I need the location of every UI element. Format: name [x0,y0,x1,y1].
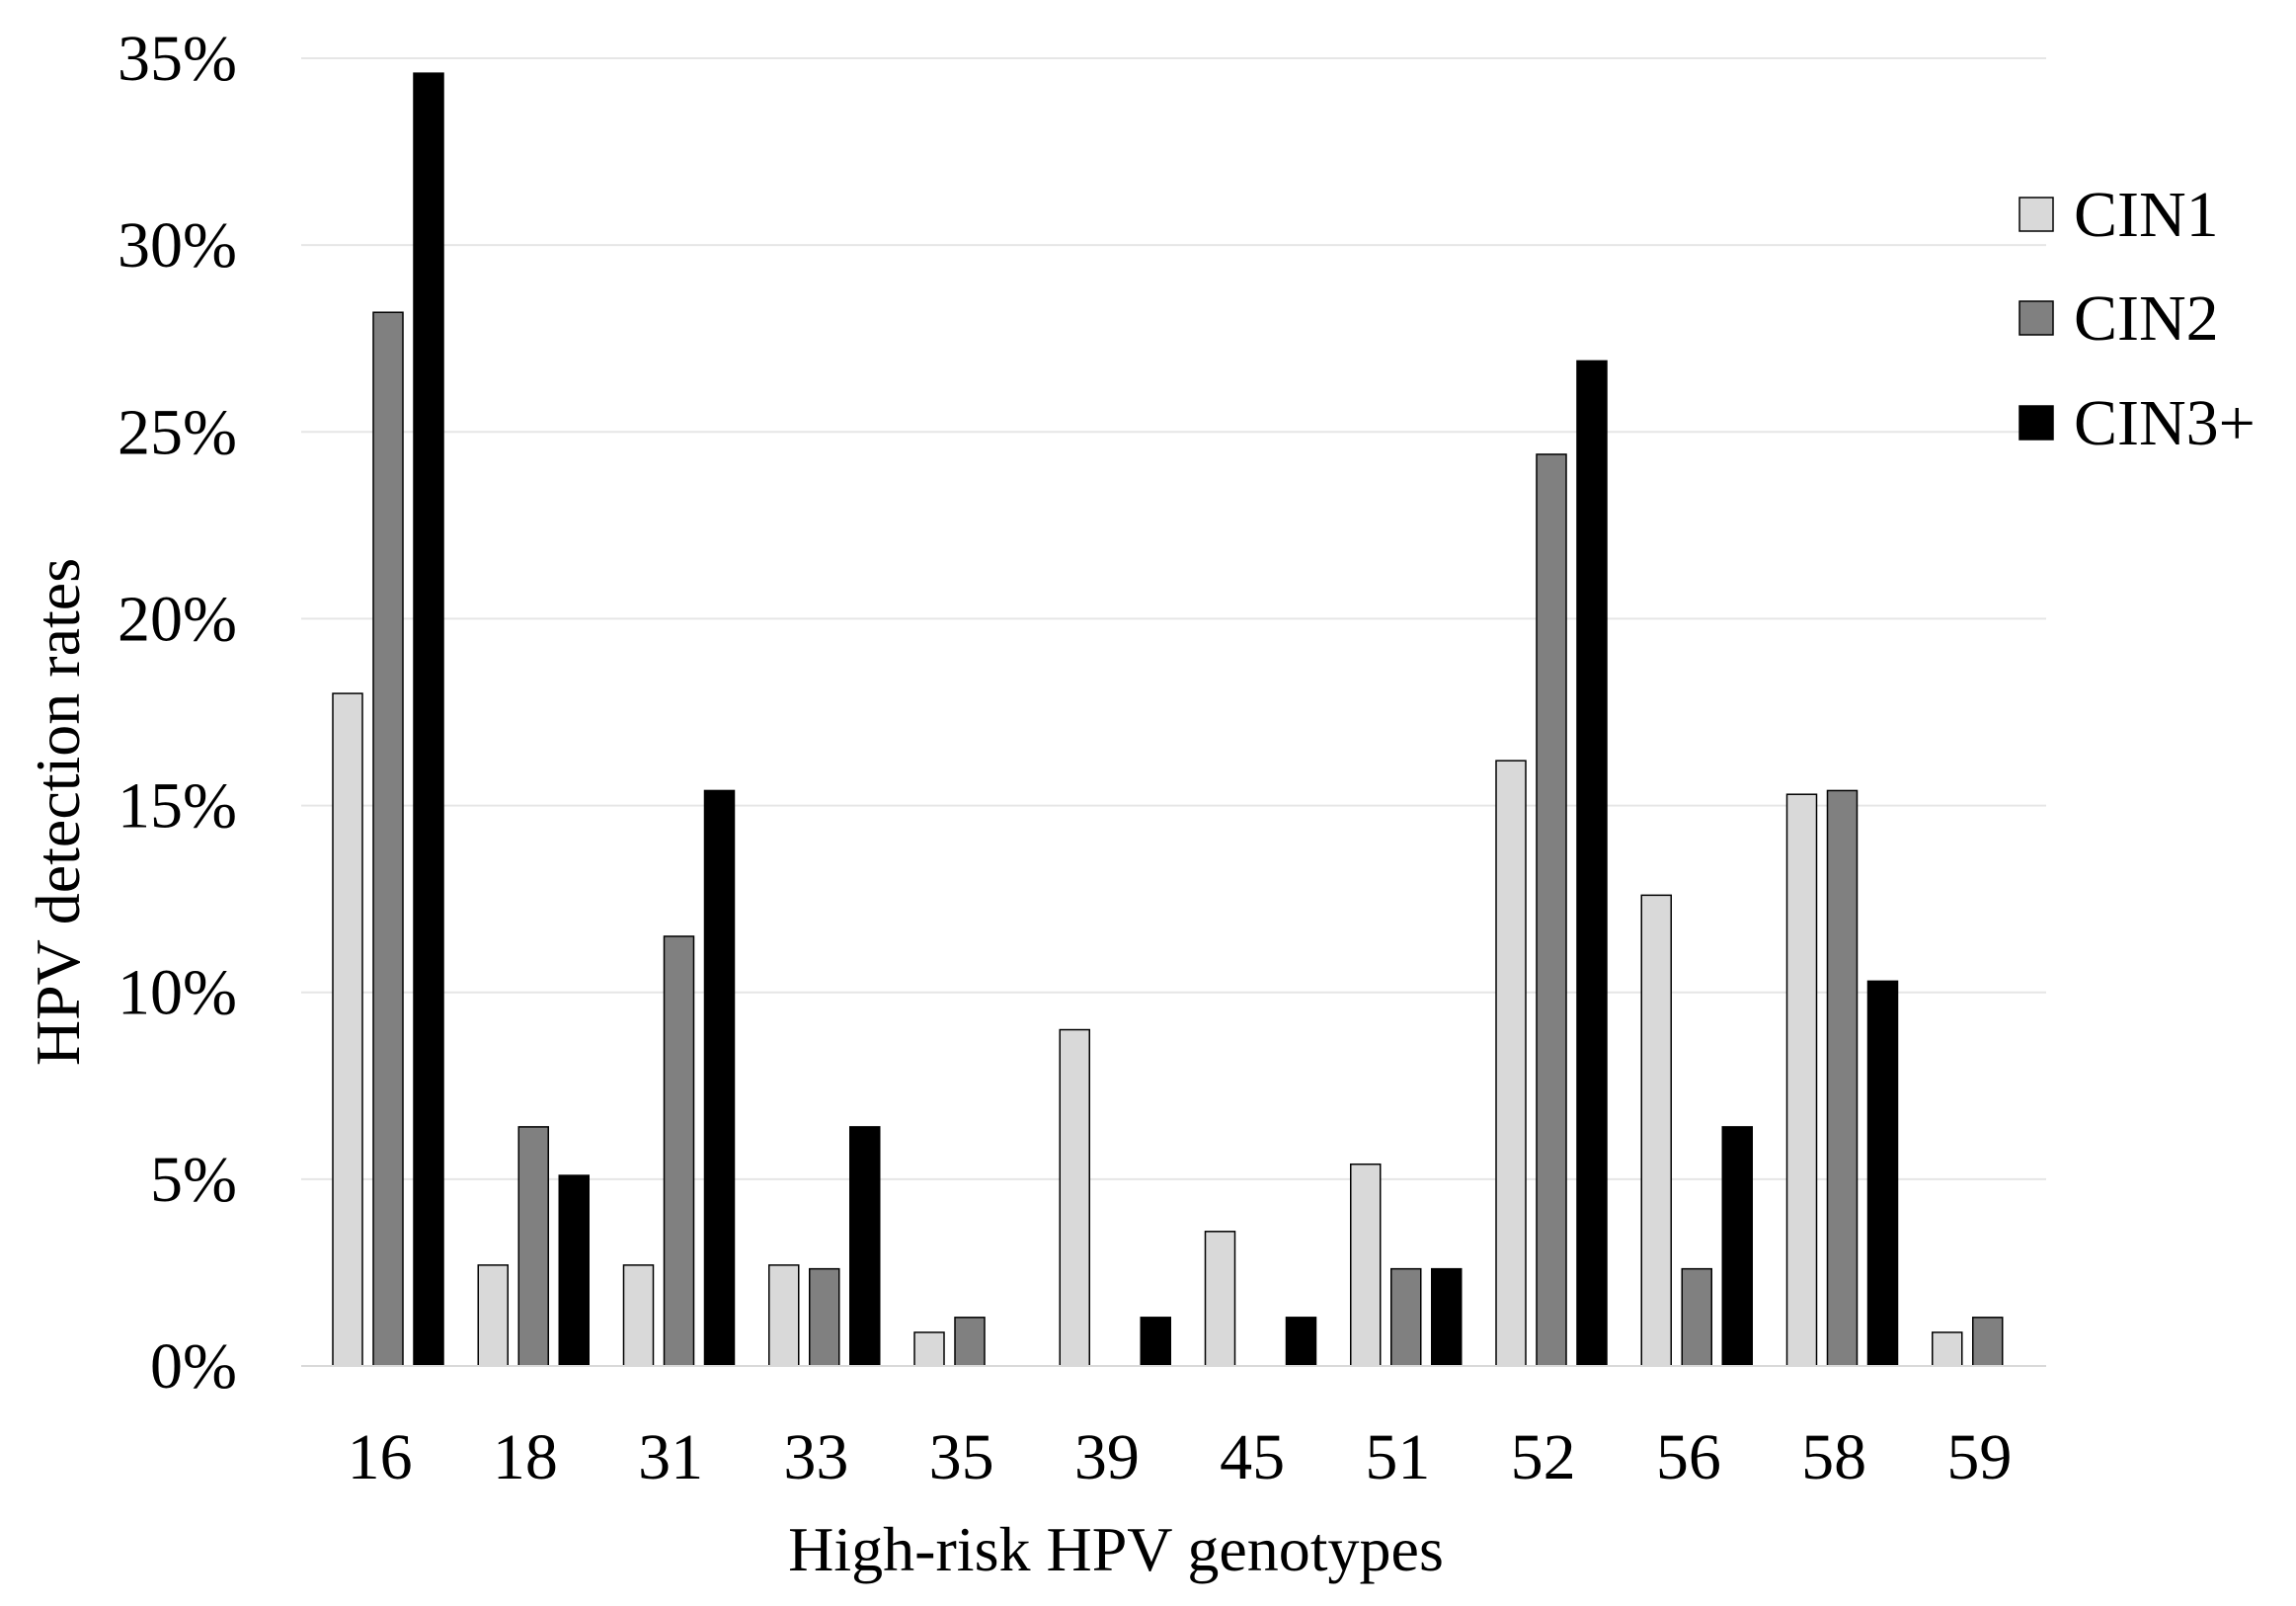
legend-swatch-cin3 [2019,405,2054,441]
bar-cin1-35 [913,1331,945,1367]
x-tick-label: 39 [1074,1421,1140,1493]
y-tick-label: 30% [118,209,237,281]
legend-label: CIN3+ [2074,387,2256,459]
bar-cin2-59 [1972,1317,2004,1367]
x-axis-label: High-risk HPV genotypes [788,1514,1444,1584]
legend-label: CIN1 [2074,179,2219,251]
y-tick-label: 10% [118,957,237,1029]
x-tick-label: 31 [638,1421,703,1493]
bar-cin2-51 [1390,1267,1422,1367]
bar-cin1-52 [1495,760,1527,1367]
legend-swatch-cin1 [2019,197,2054,232]
bar-cin2-16 [372,311,404,1367]
bar-cin3-45 [1285,1317,1317,1367]
y-axis-label: HPV detection rates [23,558,93,1066]
x-tick-label: 51 [1365,1421,1430,1493]
bar-cin2-33 [809,1267,840,1367]
bar-cin1-18 [477,1264,509,1367]
bar-cin1-51 [1350,1163,1382,1367]
bar-cin1-45 [1204,1231,1236,1367]
x-tick-label: 18 [493,1421,558,1493]
y-tick-label: 15% [118,770,237,843]
legend-label: CIN2 [2074,282,2219,355]
x-tick-label: 59 [1946,1421,2012,1493]
bar-cin1-56 [1640,894,1672,1367]
x-axis-ticks: 16 18 31 33 35 39 45 51 52 56 58 59 [348,1421,2013,1493]
bar-cin1-39 [1059,1028,1090,1367]
bar-cin3-33 [849,1126,881,1367]
x-tick-label: 56 [1656,1421,1721,1493]
bar-cin3-52 [1576,360,1608,1367]
y-tick-label: 25% [118,396,237,468]
y-tick-label: 0% [150,1330,237,1403]
bar-cin2-35 [954,1317,986,1367]
bar-cin1-59 [1932,1331,1963,1367]
bar-cin3-51 [1431,1267,1463,1367]
bar-cin2-58 [1826,789,1859,1367]
legend: CIN1 CIN2 CIN3+ [2019,179,2256,459]
bar-cin1-33 [768,1264,800,1367]
bar-cin3-58 [1866,980,1899,1367]
bars [332,72,2004,1367]
y-tick-label: 20% [118,583,237,655]
x-tick-label: 58 [1801,1421,1866,1493]
bar-cin3-56 [1721,1126,1753,1367]
legend-swatch-cin2 [2019,300,2054,336]
x-tick-label: 16 [348,1421,413,1493]
bar-cin3-18 [558,1174,590,1367]
bar-cin2-18 [517,1126,549,1367]
bar-cin1-31 [622,1264,655,1367]
x-tick-label: 45 [1220,1421,1285,1493]
bar-cin2-52 [1536,453,1567,1367]
x-tick-label: 52 [1511,1421,1576,1493]
bar-cin2-56 [1681,1267,1712,1367]
bar-cin1-58 [1785,793,1818,1367]
x-tick-label: 33 [783,1421,848,1493]
bar-cin1-16 [332,692,363,1367]
y-tick-label: 35% [118,23,237,95]
bar-cin2-31 [663,935,695,1367]
bar-cin3-39 [1140,1317,1171,1367]
gridlines [301,57,2046,1180]
x-tick-label: 35 [929,1421,994,1493]
y-axis-ticks: 0% 5% 10% 15% 20% 25% 30% 35% [118,23,237,1403]
y-tick-label: 5% [150,1144,237,1216]
bar-cin3-16 [413,72,444,1367]
bar-cin3-31 [703,789,736,1367]
